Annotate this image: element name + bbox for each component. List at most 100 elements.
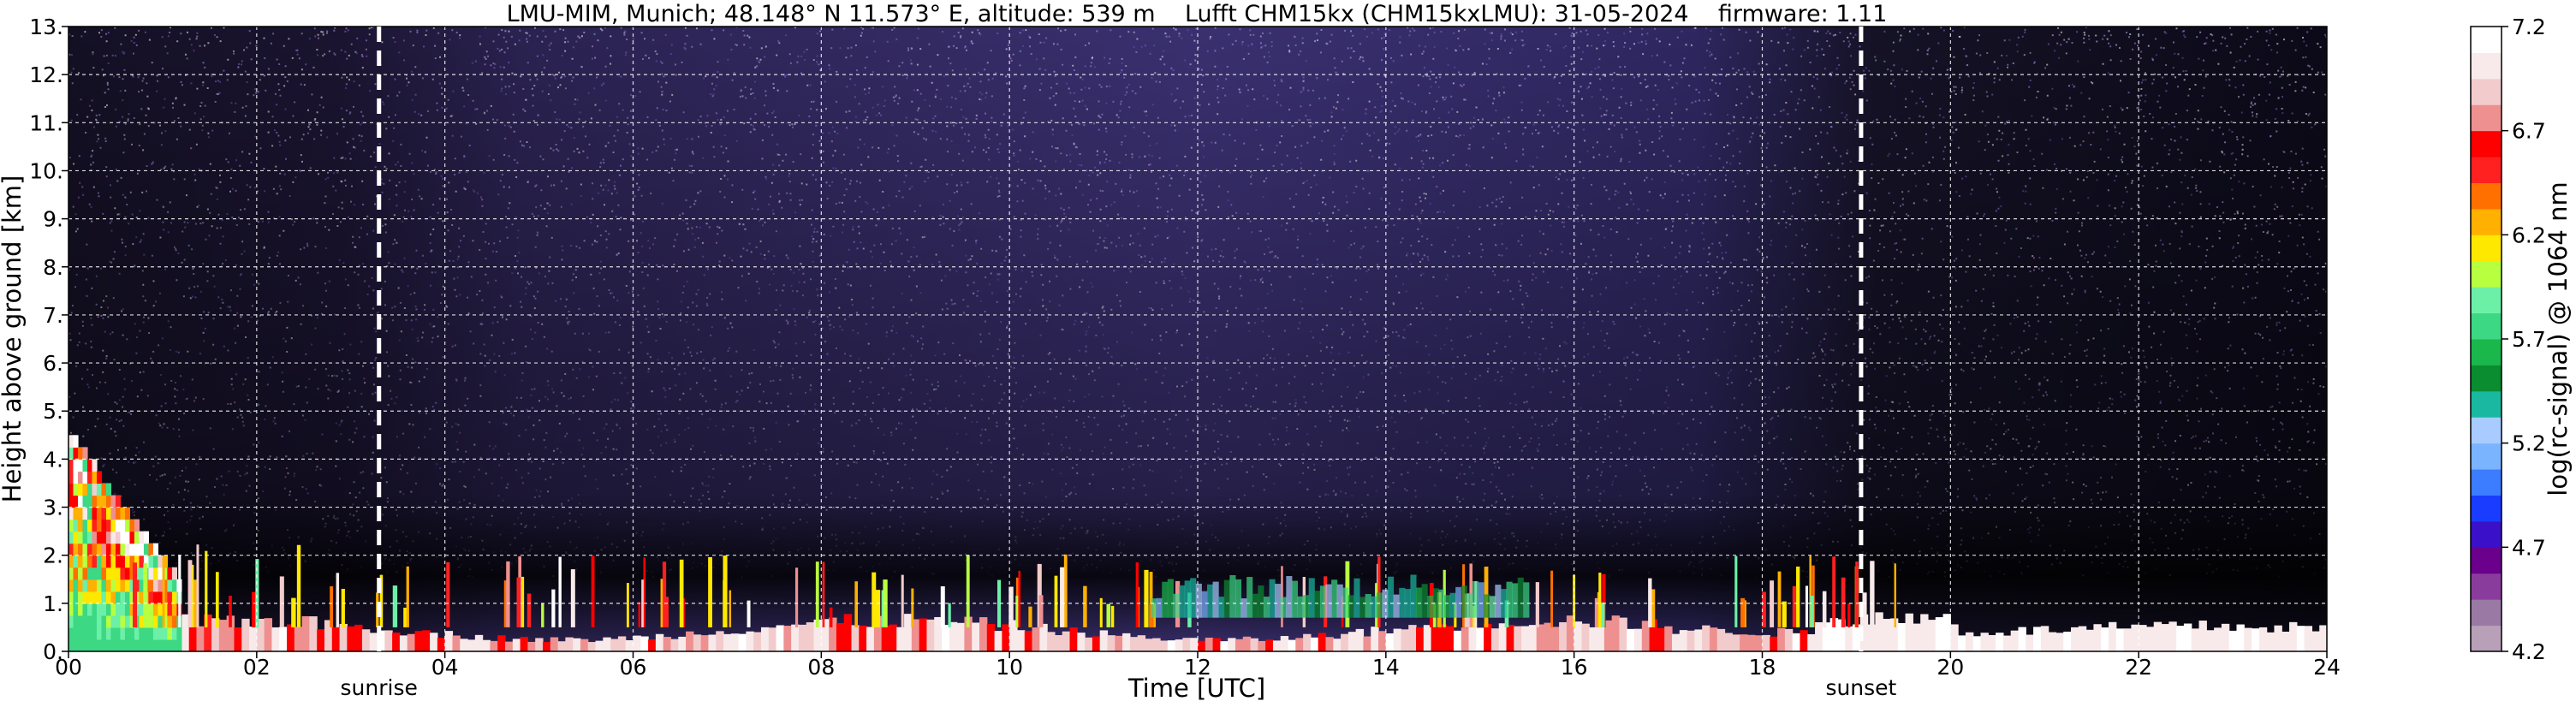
signal-column	[2085, 629, 2095, 651]
plume-cell	[176, 627, 182, 640]
cloud-streak	[875, 590, 881, 627]
signal-column	[249, 627, 258, 651]
plume-cell	[143, 531, 150, 544]
signal-column	[716, 631, 724, 651]
colorbar-swatch	[2471, 235, 2502, 262]
cloud-streak	[279, 576, 284, 627]
signal-column	[407, 633, 416, 651]
plume-cell	[124, 627, 131, 640]
signal-column	[1280, 636, 1289, 651]
cloud-streak	[1600, 602, 1605, 627]
cloud-streak	[341, 588, 345, 627]
signal-column	[460, 639, 468, 651]
cloud-streak	[406, 566, 409, 627]
plume-cell	[73, 555, 79, 568]
plume-cell	[171, 639, 178, 651]
plume-cell	[82, 579, 88, 592]
plume-cell	[73, 519, 79, 532]
cloud-streak	[1535, 582, 1539, 627]
signal-column	[2123, 628, 2132, 651]
plume-cell	[158, 567, 164, 580]
plume-cell	[171, 615, 178, 628]
signal-column	[723, 633, 732, 651]
plume-cell	[134, 555, 140, 568]
plume-cell	[158, 579, 164, 592]
signal-column	[2153, 621, 2163, 651]
cloud-streak	[997, 579, 1002, 627]
cloud-streak	[541, 603, 544, 627]
plume-cell	[77, 639, 84, 651]
x-tick-label: 14	[1372, 655, 1400, 680]
plume-cell	[73, 603, 79, 616]
plume-cell	[115, 591, 122, 604]
plume-cell	[110, 603, 116, 616]
signal-column	[565, 637, 574, 651]
signal-column	[2093, 624, 2102, 651]
signal-column	[686, 631, 694, 651]
cloud-streak	[1018, 570, 1021, 627]
plume-cell	[105, 627, 112, 640]
signal-column	[1740, 634, 1748, 651]
signal-column	[1732, 634, 1740, 651]
plume-cell	[120, 627, 126, 640]
signal-column	[279, 627, 288, 651]
plume-cell	[96, 627, 103, 640]
signal-column	[1597, 624, 1605, 651]
plume-cell	[73, 567, 79, 580]
colorbar-swatch	[2471, 573, 2502, 600]
plume-cell	[124, 591, 131, 604]
aerosol-cell	[1376, 592, 1383, 618]
signal-column	[497, 635, 506, 651]
aerosol-cell	[1206, 584, 1214, 618]
y-tick-label: 2.	[43, 544, 63, 568]
colorbar-swatch	[2471, 312, 2502, 340]
signal-column	[1490, 628, 1500, 651]
cloud-streak	[1015, 595, 1019, 627]
signal-column	[1077, 633, 1086, 651]
plume-cell	[176, 639, 182, 651]
cloud-streak	[1762, 591, 1766, 627]
plume-cell	[129, 627, 135, 640]
signal-column	[1980, 633, 1989, 651]
signal-column	[1889, 618, 1899, 651]
cloud-streak	[662, 561, 667, 627]
plume-cell	[162, 639, 169, 651]
y-tick-label: 10.	[29, 158, 63, 183]
cloud-streak	[403, 607, 408, 627]
signal-column	[1913, 623, 1921, 651]
signal-column	[2115, 628, 2125, 651]
cloud-streak	[1796, 566, 1800, 627]
plume-cell	[96, 519, 103, 532]
signal-column	[2071, 627, 2079, 651]
signal-column	[256, 618, 265, 651]
cloud-streak	[794, 567, 799, 627]
signal-column	[1603, 620, 1613, 651]
colorbar-tick-label: 5.2	[2512, 431, 2546, 456]
signal-column	[1228, 638, 1236, 651]
plume-cell	[158, 603, 164, 616]
plume-cell	[171, 603, 178, 616]
signal-column	[444, 631, 454, 651]
signal-column	[414, 631, 423, 651]
signal-column	[1800, 630, 1808, 651]
signal-column	[1016, 630, 1026, 651]
aerosol-cell	[1173, 593, 1180, 618]
signal-column	[1694, 629, 1703, 651]
plume-cell	[68, 555, 74, 568]
signal-column	[1709, 627, 1718, 651]
signal-column	[347, 626, 355, 651]
signal-column	[226, 615, 235, 651]
plume-cell	[124, 603, 131, 616]
cloud-streak	[296, 544, 301, 627]
x-tick-label: 08	[807, 655, 835, 680]
plume-cell	[129, 591, 135, 604]
plume-cell	[124, 639, 131, 651]
y-tick-label: 4.	[43, 447, 63, 472]
signal-column	[1468, 617, 1477, 651]
cloud-streak	[641, 579, 644, 627]
cloud-streak	[558, 556, 562, 627]
plume-cell	[92, 471, 98, 484]
signal-column	[760, 627, 770, 651]
plume-cell	[171, 627, 178, 640]
plume-cell	[148, 627, 154, 640]
